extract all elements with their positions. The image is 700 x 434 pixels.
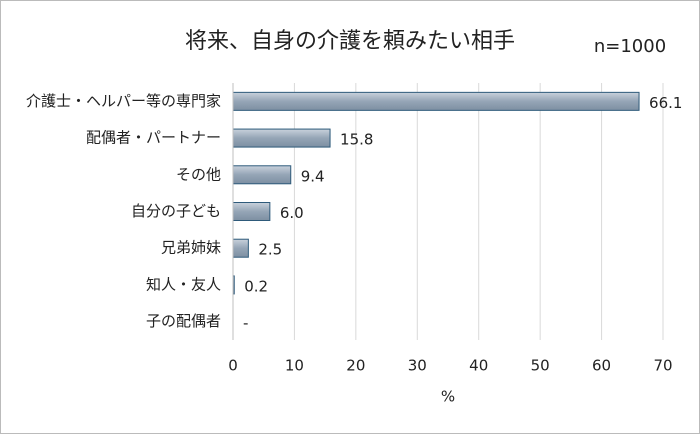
- x-tick-label: 20: [346, 357, 365, 375]
- bar: [232, 128, 331, 148]
- value-label: 66.1: [649, 94, 682, 112]
- chart-title: 将来、自身の介護を頼みたい相手: [185, 29, 515, 54]
- x-tick-label: 40: [469, 357, 488, 375]
- value-label: 2.5: [258, 241, 282, 259]
- value-label: 15.8: [340, 131, 373, 149]
- x-tick-label: 10: [285, 357, 304, 375]
- value-label: -: [243, 314, 248, 332]
- y-tick-label: 介護士・ヘルパー等の専門家: [26, 92, 221, 110]
- y-tick-label: その他: [176, 165, 221, 183]
- x-tick-label: 70: [653, 357, 672, 375]
- chart-subtitle: n=1000: [594, 36, 666, 57]
- x-tick-label: 50: [531, 357, 550, 375]
- bar: [232, 91, 640, 111]
- y-tick-label: 配偶者・パートナー: [86, 129, 221, 147]
- y-tick-label: 兄弟姉妹: [161, 239, 221, 257]
- x-tick-label: 0: [228, 357, 238, 375]
- x-tick-label: 30: [408, 357, 427, 375]
- bar: [232, 238, 249, 258]
- x-tick-label: 60: [592, 357, 611, 375]
- bar: [232, 165, 292, 185]
- y-tick-label: 子の配偶者: [146, 312, 221, 330]
- value-label: 6.0: [280, 204, 304, 222]
- bar: [232, 202, 271, 221]
- y-tick-label: 知人・友人: [146, 275, 221, 293]
- y-tick-label: 自分の子ども: [131, 202, 221, 220]
- value-label: 0.2: [244, 277, 268, 295]
- x-axis-label: %: [441, 388, 455, 406]
- value-label: 9.4: [301, 167, 325, 185]
